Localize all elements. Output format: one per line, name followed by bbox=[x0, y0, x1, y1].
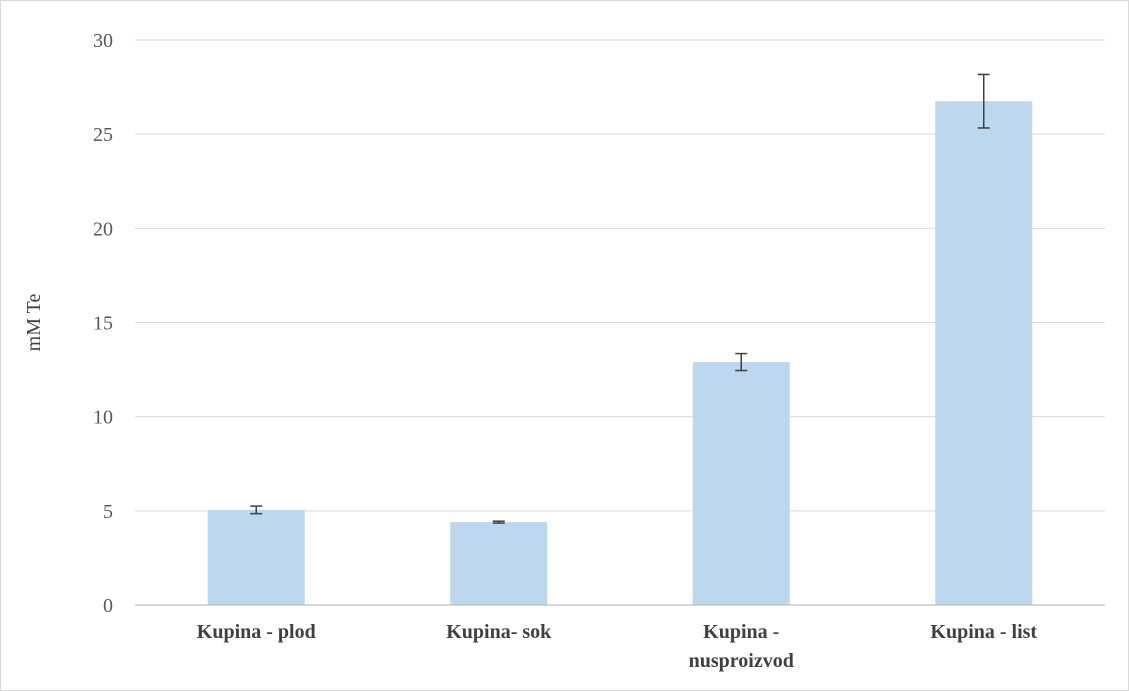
bar-3 bbox=[935, 101, 1033, 605]
error-bar-0 bbox=[250, 505, 263, 515]
y-tick-label: 25 bbox=[93, 124, 113, 146]
bar-0 bbox=[207, 509, 305, 605]
x-category-labels: Kupina - plod Kupina- sok Kupina - nusproiz… bbox=[197, 621, 1038, 672]
bar-2 bbox=[692, 362, 790, 605]
x-category-label: Kupina - plod bbox=[197, 621, 316, 643]
y-tick-label: 15 bbox=[93, 313, 113, 335]
x-category-label: nusproizvod bbox=[689, 650, 794, 672]
bars bbox=[207, 101, 1033, 605]
bar-1 bbox=[450, 522, 548, 605]
y-tick-label: 20 bbox=[93, 218, 113, 240]
y-tick-label: 10 bbox=[93, 407, 113, 429]
y-tick-label: 5 bbox=[103, 501, 113, 523]
x-category-label: Kupina - bbox=[703, 621, 779, 643]
y-axis-label: mM Te bbox=[23, 294, 45, 352]
error-bar-3 bbox=[977, 73, 990, 129]
y-tick-label: 30 bbox=[93, 30, 113, 52]
error-bars bbox=[250, 73, 990, 524]
x-category-label: Kupina- sok bbox=[446, 621, 552, 643]
error-bar-1 bbox=[492, 520, 505, 524]
y-tick-label: 0 bbox=[103, 595, 113, 617]
error-bar-2 bbox=[735, 352, 748, 372]
x-category-label: Kupina - list bbox=[930, 621, 1037, 643]
y-tick-labels: 0 5 10 15 20 25 30 bbox=[93, 30, 113, 617]
